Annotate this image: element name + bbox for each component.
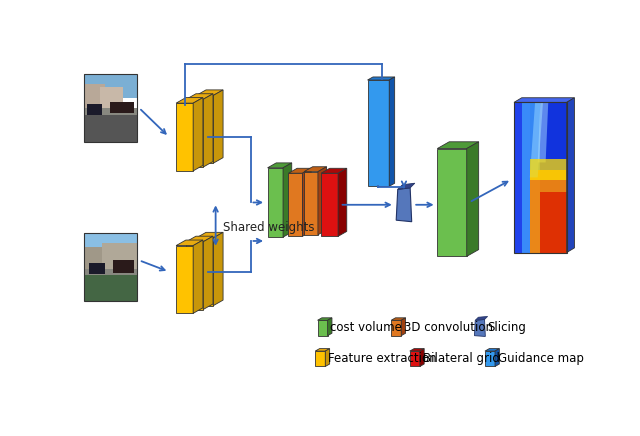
Polygon shape xyxy=(186,236,213,242)
Polygon shape xyxy=(321,173,338,236)
Polygon shape xyxy=(303,168,311,236)
Polygon shape xyxy=(89,263,105,274)
Polygon shape xyxy=(474,320,485,337)
Polygon shape xyxy=(316,351,325,367)
Polygon shape xyxy=(176,103,193,171)
Polygon shape xyxy=(283,163,292,237)
Polygon shape xyxy=(304,172,318,235)
Polygon shape xyxy=(538,102,548,163)
Polygon shape xyxy=(213,90,223,163)
Polygon shape xyxy=(304,167,326,172)
Polygon shape xyxy=(84,111,136,142)
Polygon shape xyxy=(84,108,136,115)
Polygon shape xyxy=(289,168,311,173)
Polygon shape xyxy=(318,167,326,235)
Polygon shape xyxy=(485,349,499,351)
Polygon shape xyxy=(514,102,530,252)
Polygon shape xyxy=(100,88,124,115)
Polygon shape xyxy=(176,245,193,313)
Polygon shape xyxy=(268,163,292,168)
Polygon shape xyxy=(530,170,566,252)
Polygon shape xyxy=(193,240,203,313)
Polygon shape xyxy=(396,188,412,222)
Polygon shape xyxy=(367,80,389,186)
Polygon shape xyxy=(325,349,330,367)
Polygon shape xyxy=(514,102,566,252)
Polygon shape xyxy=(321,168,347,173)
Polygon shape xyxy=(186,242,204,310)
Polygon shape xyxy=(84,269,136,275)
Polygon shape xyxy=(196,238,213,306)
Polygon shape xyxy=(186,99,204,167)
Polygon shape xyxy=(530,102,543,177)
Polygon shape xyxy=(84,74,136,98)
Polygon shape xyxy=(485,351,495,367)
Polygon shape xyxy=(328,318,332,336)
Polygon shape xyxy=(410,349,424,351)
Polygon shape xyxy=(530,160,566,181)
Polygon shape xyxy=(110,102,134,113)
Text: Slicing: Slicing xyxy=(487,321,525,334)
Text: cost volume: cost volume xyxy=(330,321,402,334)
Polygon shape xyxy=(391,318,406,320)
Polygon shape xyxy=(186,94,213,99)
Polygon shape xyxy=(566,98,575,252)
Polygon shape xyxy=(196,90,223,95)
Text: Bilateral grid: Bilateral grid xyxy=(422,352,499,365)
Polygon shape xyxy=(495,349,499,367)
Polygon shape xyxy=(391,320,401,336)
Polygon shape xyxy=(196,95,213,163)
Polygon shape xyxy=(176,98,203,103)
Polygon shape xyxy=(84,233,136,260)
Polygon shape xyxy=(102,243,136,277)
Polygon shape xyxy=(401,318,406,336)
Polygon shape xyxy=(467,142,479,256)
Polygon shape xyxy=(317,318,332,320)
Polygon shape xyxy=(410,351,420,367)
Polygon shape xyxy=(196,232,223,238)
Polygon shape xyxy=(86,104,102,115)
Polygon shape xyxy=(316,349,330,351)
Polygon shape xyxy=(420,349,424,367)
Polygon shape xyxy=(367,77,395,80)
Polygon shape xyxy=(84,247,110,277)
Polygon shape xyxy=(204,94,213,167)
Polygon shape xyxy=(338,168,347,236)
Polygon shape xyxy=(514,98,575,102)
Polygon shape xyxy=(437,142,479,149)
Polygon shape xyxy=(84,84,105,111)
Polygon shape xyxy=(437,149,467,256)
Text: Guidance map: Guidance map xyxy=(498,352,584,365)
Polygon shape xyxy=(317,320,328,336)
Polygon shape xyxy=(204,236,213,310)
Polygon shape xyxy=(213,232,223,306)
Text: 3D convolution: 3D convolution xyxy=(404,321,493,334)
Polygon shape xyxy=(268,168,283,237)
Polygon shape xyxy=(84,270,136,301)
Text: Shared weights: Shared weights xyxy=(223,221,315,235)
Polygon shape xyxy=(113,260,134,272)
Polygon shape xyxy=(522,102,540,252)
Polygon shape xyxy=(476,317,488,320)
Polygon shape xyxy=(397,183,415,189)
Polygon shape xyxy=(540,192,566,252)
Polygon shape xyxy=(176,240,203,245)
Polygon shape xyxy=(289,173,303,236)
Text: Feature extraction: Feature extraction xyxy=(328,352,436,365)
Polygon shape xyxy=(389,77,395,186)
Polygon shape xyxy=(193,98,203,171)
